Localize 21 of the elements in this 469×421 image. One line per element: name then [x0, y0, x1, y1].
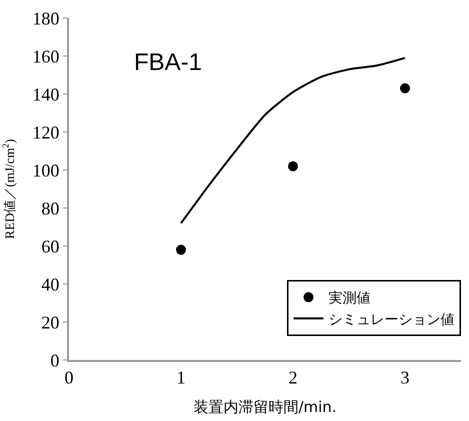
y-tick-label: 100 — [32, 160, 60, 180]
y-tick-label: 160 — [32, 46, 60, 66]
y-tick-label: 0 — [50, 350, 60, 370]
x-axis-title: 装置内滞留時間/min. — [193, 398, 337, 416]
point — [176, 244, 186, 255]
y-tick-label: 40 — [41, 274, 60, 294]
point — [288, 161, 298, 172]
x-tick-label: 1 — [176, 368, 186, 388]
y-tick-label: 140 — [32, 84, 60, 104]
y-tick-label: 180 — [32, 8, 60, 28]
y-tick-label: 80 — [41, 198, 60, 218]
x-tick-label: 3 — [400, 368, 410, 388]
point — [400, 83, 410, 94]
legend-label: 実測値 — [328, 290, 370, 307]
y-tick-label: 20 — [41, 312, 60, 332]
x-tick-label: 2 — [288, 368, 298, 388]
y-tick-label: 60 — [41, 236, 60, 256]
legend-label: シミュレーション値 — [328, 312, 454, 328]
annotation: FBA-1 — [134, 49, 202, 76]
x-tick-label: 0 — [64, 368, 74, 388]
y-tick-label: 120 — [32, 122, 60, 142]
